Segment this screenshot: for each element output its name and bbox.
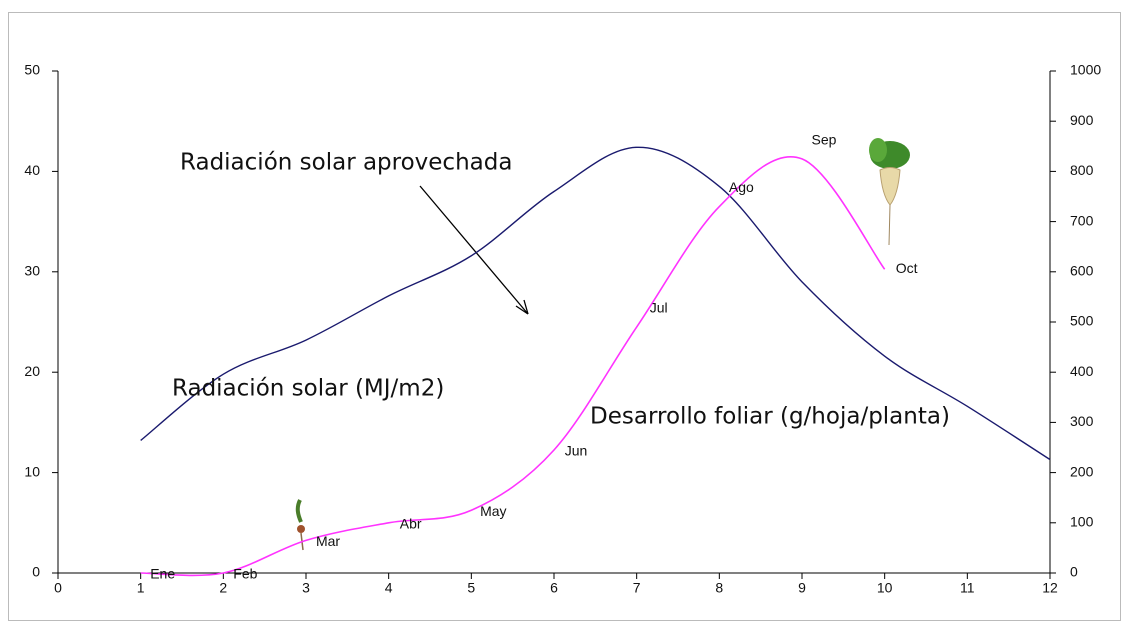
series-line (141, 157, 885, 576)
y-tick-label: 0 (32, 564, 40, 580)
beet-icon (869, 138, 910, 245)
point-label: Oct (896, 260, 918, 276)
x-tick-label: 3 (302, 580, 310, 596)
y-tick-label: 50 (24, 62, 40, 78)
x-tick-label: 12 (1042, 580, 1058, 596)
point-label: Sep (812, 132, 837, 148)
x-tick-label: 10 (877, 580, 893, 596)
y2-tick-label: 700 (1070, 212, 1094, 228)
y-tick-label: 30 (24, 263, 40, 279)
x-tick-label: 0 (54, 580, 62, 596)
y2-tick-label: 300 (1070, 413, 1094, 429)
point-label: Jul (650, 300, 668, 316)
point-label: Jun (565, 443, 588, 459)
y2-tick-label: 1000 (1070, 62, 1101, 78)
x-tick-label: 2 (219, 580, 227, 596)
point-label: Ene (150, 566, 175, 582)
x-tick-label: 11 (960, 580, 975, 596)
x-tick-label: 8 (715, 580, 723, 596)
y2-tick-label: 0 (1070, 564, 1078, 580)
point-label: Feb (233, 566, 257, 582)
point-label: May (480, 503, 506, 519)
y-tick-label: 10 (24, 463, 40, 479)
chart: Radiación solar aprovechada 012345678910… (0, 0, 1132, 632)
x-tick-label: 4 (385, 580, 393, 596)
y2-tick-label: 900 (1070, 112, 1094, 128)
x-tick-label: 9 (798, 580, 806, 596)
y2-tick-label: 200 (1070, 463, 1094, 479)
series-label: Radiación solar (MJ/m2) (172, 376, 444, 402)
x-tick-label: 5 (467, 580, 475, 596)
frame (9, 13, 1121, 621)
y2-tick-label: 100 (1070, 514, 1094, 530)
y2-tick-label: 500 (1070, 313, 1094, 329)
series-label: Desarrollo foliar (g/hoja/planta) (590, 404, 950, 430)
y2-tick-label: 400 (1070, 363, 1094, 379)
y-tick-label: 40 (24, 162, 40, 178)
point-label: Mar (316, 533, 340, 549)
point-label: Abr (400, 516, 422, 532)
annotation-arrow (420, 186, 528, 314)
y-tick-label: 20 (24, 363, 40, 379)
point-label: Ago (729, 179, 754, 195)
x-tick-label: 1 (137, 580, 145, 596)
x-tick-label: 6 (550, 580, 558, 596)
y2-tick-label: 800 (1070, 162, 1094, 178)
annotation: Radiación solar aprovechada (180, 150, 512, 176)
y2-tick-label: 600 (1070, 263, 1094, 279)
x-tick-label: 7 (633, 580, 641, 596)
